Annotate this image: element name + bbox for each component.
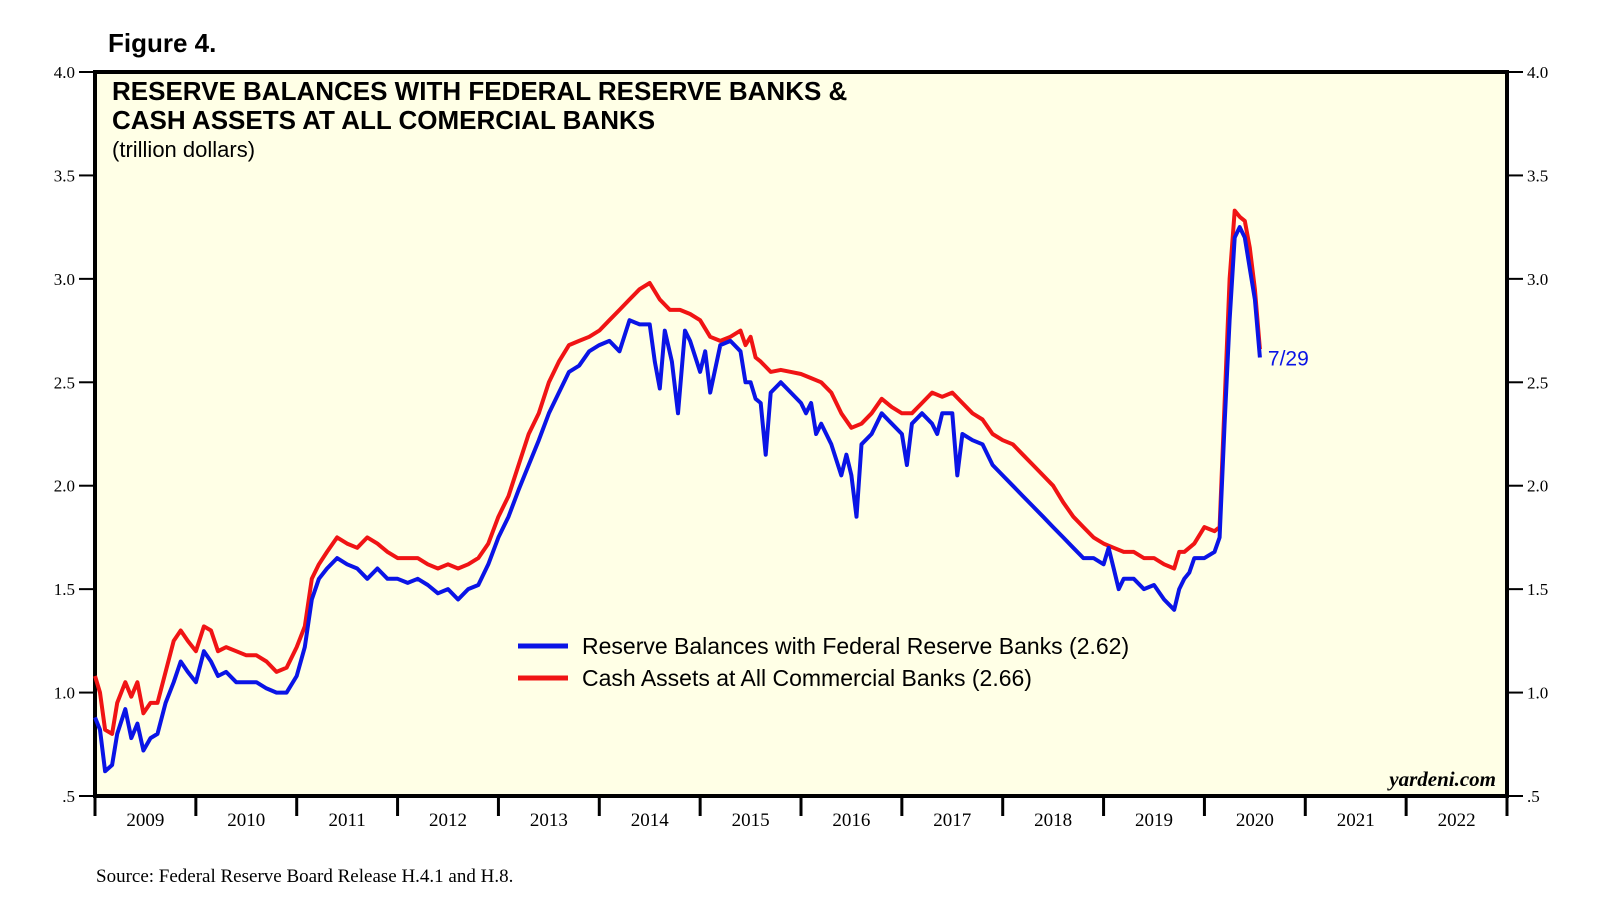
chart-title-line-1: RESERVE BALANCES WITH FEDERAL RESERVE BA…	[112, 76, 847, 106]
y-tick-label-left: 1.0	[54, 684, 75, 703]
y-axis-right: .5 1.0 1.5 2.0 2.5 3.0 3.5 4.0	[1507, 63, 1548, 806]
x-tick-label: 2017	[933, 810, 971, 831]
x-tick-label: 2015	[732, 810, 770, 831]
x-tick-label: 2020	[1236, 810, 1274, 831]
x-tick-label: 2014	[631, 810, 670, 831]
y-axis-left: .5 1.0 1.5 2.0 2.5 3.0 3.5 4.0	[54, 63, 95, 806]
x-tick-label: 2022	[1438, 810, 1476, 831]
legend: Reserve Balances with Federal Reserve Ba…	[518, 633, 1129, 691]
y-tick-label-right: 3.0	[1527, 270, 1548, 289]
y-tick-label-right: 2.5	[1527, 373, 1548, 392]
x-axis: 2009 2010 2011 2012 2013 2014 2015 2016 2017 2018…	[93, 796, 1509, 831]
x-tick-label: 2021	[1337, 810, 1375, 831]
y-tick-label-left: 3.5	[54, 166, 75, 185]
y-tick-label-left: 3.0	[54, 270, 75, 289]
plot-area	[93, 70, 1509, 798]
x-tick-label: 2011	[328, 810, 365, 831]
y-tick-label-left: 2.5	[54, 373, 75, 392]
series-line-cash-assets	[93, 208, 1262, 736]
chart-title-line-2: CASH ASSETS AT ALL COMERCIAL BANKS	[112, 105, 655, 135]
y-tick-label-left: 4.0	[54, 63, 75, 82]
end-date-label: 7/29	[1268, 347, 1309, 370]
legend-label-cash: Cash Assets at All Commercial Banks (2.6…	[582, 665, 1032, 691]
y-tick-label-left: 1.5	[54, 580, 75, 599]
x-tick-label: 2013	[530, 810, 568, 831]
watermark: yardeni.com	[1386, 767, 1496, 791]
series-line-reserve-balances	[93, 225, 1262, 774]
x-tick-label: 2010	[227, 810, 265, 831]
source-note: Source: Federal Reserve Board Release H.…	[96, 866, 513, 887]
y-tick-label-right: 3.5	[1527, 166, 1548, 185]
x-tick-label: 2012	[429, 810, 467, 831]
series-layer	[93, 208, 1262, 774]
x-tick-label: 2018	[1034, 810, 1072, 831]
y-tick-label-left: .5	[62, 787, 75, 806]
chart-subtitle: (trillion dollars)	[112, 137, 255, 162]
x-tick-label: 2019	[1135, 810, 1173, 831]
figure-label: Figure 4.	[108, 28, 216, 58]
y-tick-label-right: 1.0	[1527, 684, 1548, 703]
y-tick-label-right: 2.0	[1527, 477, 1548, 496]
x-tick-label: 2009	[126, 810, 164, 831]
x-tick-label: 2016	[832, 810, 870, 831]
y-tick-label-left: 2.0	[54, 477, 75, 496]
y-tick-label-right: .5	[1527, 787, 1540, 806]
y-tick-label-right: 1.5	[1527, 580, 1548, 599]
legend-label-reserve: Reserve Balances with Federal Reserve Ba…	[582, 633, 1129, 659]
y-tick-label-right: 4.0	[1527, 63, 1548, 82]
